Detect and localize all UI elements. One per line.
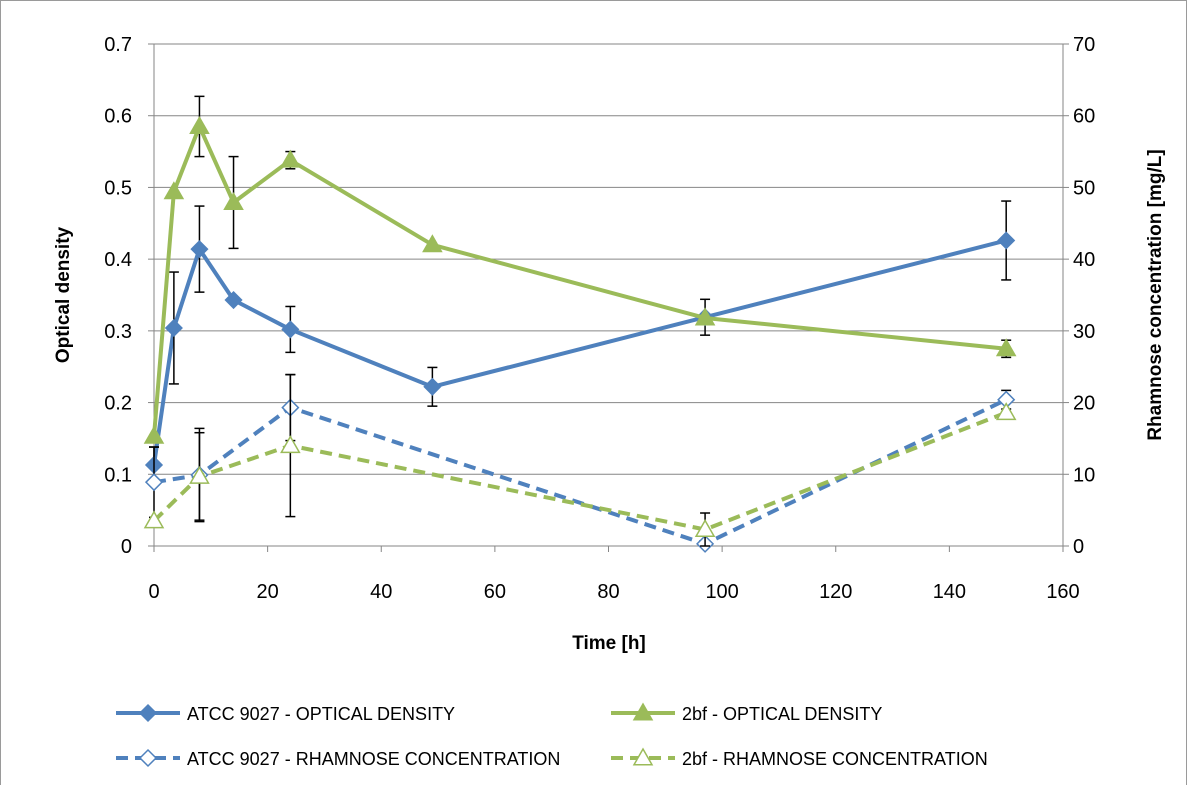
- data-point: [995, 402, 1017, 421]
- x-tick-label: 100: [705, 581, 738, 603]
- series: [143, 95, 1017, 553]
- y-tick-label: 0.1: [104, 464, 132, 486]
- series-line: [152, 410, 1007, 532]
- legend-marker: [632, 747, 654, 766]
- y-tick-label: 0.6: [104, 106, 132, 128]
- series-line: [152, 124, 1007, 437]
- data-point: [223, 191, 244, 210]
- data-point: [143, 425, 165, 444]
- data-point: [164, 318, 183, 338]
- data-point: [423, 377, 442, 396]
- data-point: [995, 338, 1017, 357]
- series-4: [143, 373, 1017, 547]
- data-point: [422, 234, 443, 253]
- data-point: [189, 115, 210, 134]
- x-tick-label: 120: [819, 581, 852, 603]
- data-point: [189, 465, 210, 484]
- y2-tick-label: 60: [1073, 106, 1095, 128]
- x-tick-label: 160: [1046, 581, 1079, 603]
- y2-axis-title: Rhamnose concentration [mg/L]: [1145, 149, 1166, 440]
- data-point: [163, 181, 185, 200]
- legend-label: ATCC 9027 - OPTICAL DENSITY: [187, 704, 455, 724]
- y2-tick-label: 40: [1073, 249, 1095, 271]
- x-tick-label: 80: [597, 581, 619, 603]
- legend-item: 2bf - RHAMNOSE CONCENTRATION: [611, 747, 988, 769]
- axes: 0 0.1 0.2 0.3 0.4 0.5 0.6 0.7 0 10 20 30 40 50 60 70 0 20…: [104, 34, 1095, 603]
- legend-item: ATCC 9027 - OPTICAL DENSITY: [116, 703, 455, 724]
- gridlines: [154, 43, 1063, 547]
- series-3: [144, 373, 1016, 553]
- y-tick-label: 0.2: [104, 393, 132, 415]
- data-point: [281, 320, 300, 339]
- legend-label: 2bf - RHAMNOSE CONCENTRATION: [682, 749, 988, 769]
- legend-marker: [632, 702, 654, 721]
- x-tick-label: 20: [257, 581, 279, 603]
- legend-label: ATCC 9027 - RHAMNOSE CONCENTRATION: [187, 749, 560, 769]
- legend-label: 2bf - OPTICAL DENSITY: [682, 704, 882, 724]
- data-point: [190, 240, 209, 259]
- data-point: [280, 435, 301, 454]
- y2-tick-label: 0: [1073, 536, 1084, 558]
- y2-tick-label: 30: [1073, 321, 1095, 343]
- y-tick-label: 0.5: [104, 177, 132, 199]
- data-point: [694, 307, 716, 326]
- legend-item: 2bf - OPTICAL DENSITY: [611, 702, 882, 724]
- series-1: [144, 200, 1016, 484]
- y-tick-label: 0.4: [104, 249, 132, 271]
- x-tick-label: 40: [370, 581, 392, 603]
- y-tick-label: 0: [121, 536, 132, 558]
- series-line: [153, 397, 1008, 546]
- y2-tick-label: 50: [1073, 177, 1095, 199]
- y2-tick-label: 70: [1073, 34, 1095, 56]
- series-line: [152, 238, 1007, 466]
- y-tick-label: 0.3: [104, 321, 132, 343]
- legend-item: ATCC 9027 - RHAMNOSE CONCENTRATION: [116, 748, 560, 769]
- data-point: [224, 290, 243, 310]
- data-point: [280, 149, 301, 168]
- y2-tick-label: 20: [1073, 393, 1095, 415]
- legend-marker: [138, 748, 158, 768]
- x-tick-label: 60: [484, 581, 506, 603]
- data-point: [997, 231, 1016, 250]
- series-2: [143, 95, 1017, 444]
- legend: ATCC 9027 - OPTICAL DENSITY 2bf - OPTICAL…: [116, 702, 988, 769]
- data-point: [144, 473, 164, 492]
- y2-tick-label: 10: [1073, 464, 1095, 486]
- data-point: [143, 510, 165, 529]
- x-axis-title: Time [h]: [572, 633, 646, 654]
- legend-marker: [138, 703, 158, 723]
- x-tick-label: 140: [933, 581, 966, 603]
- y-tick-label: 0.7: [104, 34, 132, 56]
- x-tick-label: 0: [148, 581, 159, 603]
- data-point: [694, 518, 716, 538]
- y-axis-title: Optical density: [53, 226, 74, 363]
